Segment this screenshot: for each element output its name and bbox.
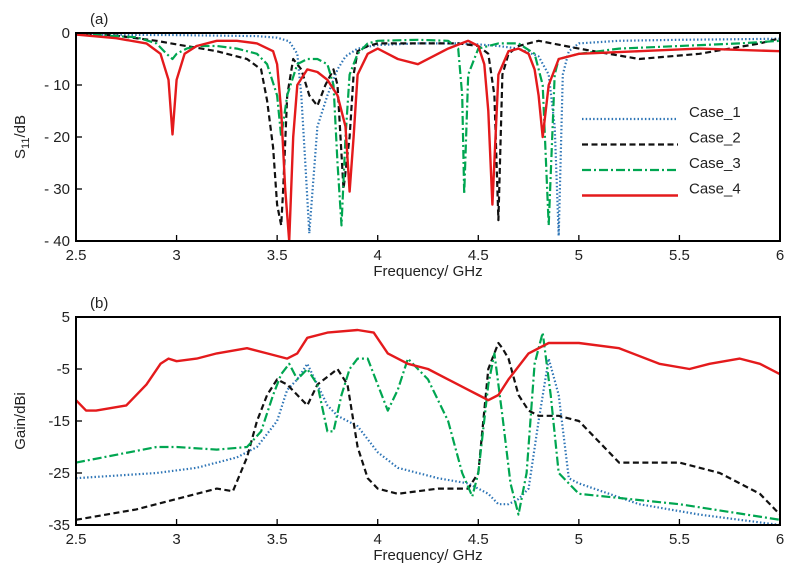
y-axis-label: S11/dB <box>12 115 32 159</box>
y-tick-label: - 30 <box>44 181 70 198</box>
x-axis-label: Frequency/ GHz <box>373 547 482 564</box>
x-tick-label: 4 <box>374 247 382 264</box>
panel-label: (b) <box>90 295 108 312</box>
y-tick-label: 0 <box>62 25 70 42</box>
series-group <box>76 328 780 525</box>
x-tick-label: 5 <box>575 531 583 548</box>
series-line-case-3 <box>76 33 780 227</box>
y-tick-label: -15 <box>48 413 70 430</box>
legend: Case_1 Case_2 Case_3 Case_4 <box>582 104 741 198</box>
series-line-case-1 <box>76 33 780 237</box>
y-axis-label-base: S <box>12 149 29 159</box>
y-tick-label: -5 <box>57 361 70 378</box>
panel-label: (a) <box>90 11 108 28</box>
series-line-case-1 <box>76 357 780 525</box>
y-tick-label: -35 <box>48 517 70 534</box>
x-tick-label: 4.5 <box>468 247 489 264</box>
x-tick-label: 4.5 <box>468 531 489 548</box>
y-tick-label: -25 <box>48 465 70 482</box>
x-tick-label: 3 <box>172 247 180 264</box>
x-tick-label: 5.5 <box>669 247 690 264</box>
x-tick-label: 5.5 <box>669 531 690 548</box>
x-tick-label: 3 <box>172 531 180 548</box>
legend-label-case-1: Case_1 <box>689 104 741 121</box>
x-tick-label: 4 <box>374 531 382 548</box>
panel-a: 2.5 3 3.5 4 4.5 5 5.5 6 0 - 10 - 20 - 30 - 40 Frequen… <box>12 11 784 280</box>
x-tick-label: 2.5 <box>66 531 87 548</box>
x-tick-label: 3.5 <box>267 531 288 548</box>
series-line-case-3 <box>76 331 780 521</box>
series-line-case-2 <box>76 341 780 521</box>
panel-b: 2.5 3 3.5 4 4.5 5 5.5 6 5 -5 -15 -25 -35 Frequency/ G… <box>12 295 784 564</box>
y-tick-label: - 40 <box>44 233 70 250</box>
y-axis-label-sub: 11 <box>20 138 32 149</box>
legend-label-case-2: Case_2 <box>689 130 741 147</box>
y-tick-label: - 10 <box>44 77 70 94</box>
y-tick-label: - 20 <box>44 129 70 146</box>
series-line-case-4 <box>76 328 780 412</box>
x-tick-label: 6 <box>776 247 784 264</box>
legend-label-case-3: Case_3 <box>689 155 741 172</box>
y-axis-label-rest: /dB <box>12 115 29 138</box>
series-line-case-4 <box>76 33 780 241</box>
x-tick-label: 3.5 <box>267 247 288 264</box>
series-group <box>76 33 780 241</box>
x-tick-label: 5 <box>575 247 583 264</box>
y-tick-label: 5 <box>62 309 70 326</box>
legend-label-case-4: Case_4 <box>689 181 741 198</box>
x-axis-label: Frequency/ GHz <box>373 263 482 280</box>
x-tick-label: 2.5 <box>66 247 87 264</box>
plot-frame <box>75 316 781 526</box>
y-axis-label: Gain/dBi <box>12 392 29 450</box>
x-tick-label: 6 <box>776 531 784 548</box>
